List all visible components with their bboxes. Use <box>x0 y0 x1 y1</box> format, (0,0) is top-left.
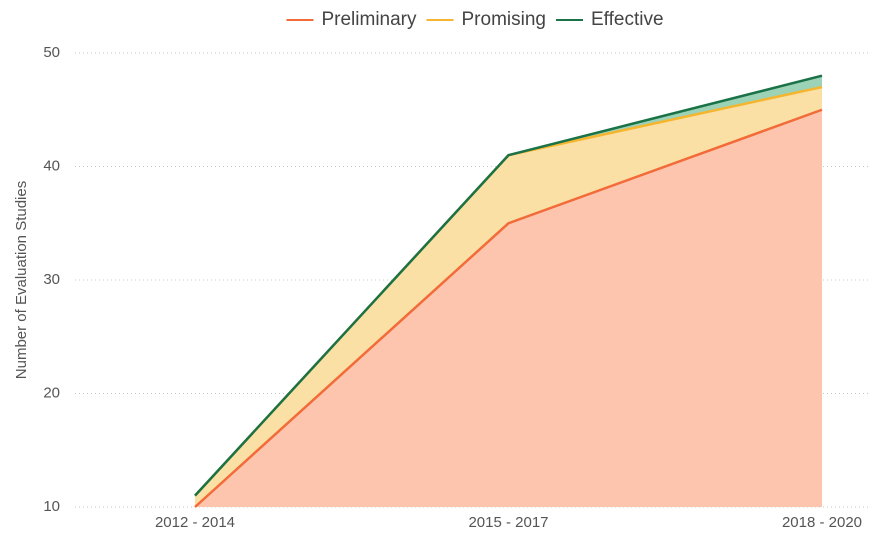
series-line <box>194 108 823 508</box>
y-axis-label: Number of Evaluation Studies <box>13 181 30 379</box>
x-tick-label: 2015 - 2017 <box>468 514 548 531</box>
legend-label: Effective <box>591 9 664 30</box>
legend-label: Promising <box>462 9 546 30</box>
x-tick-label: 2018 - 2020 <box>782 514 862 531</box>
y-tick-label: 30 <box>43 271 60 288</box>
area <box>195 109 822 507</box>
series-line <box>194 74 823 497</box>
y-tick-label: 50 <box>43 44 60 61</box>
legend: Preliminary Promising Effective <box>286 9 664 30</box>
x-tick-label: 2012 - 2014 <box>155 514 235 531</box>
y-tick-label: 20 <box>43 384 60 401</box>
y-tick-label: 10 <box>43 498 60 515</box>
legend-label: Preliminary <box>321 9 417 30</box>
y-tick-label: 40 <box>43 157 60 174</box>
area <box>195 87 822 508</box>
